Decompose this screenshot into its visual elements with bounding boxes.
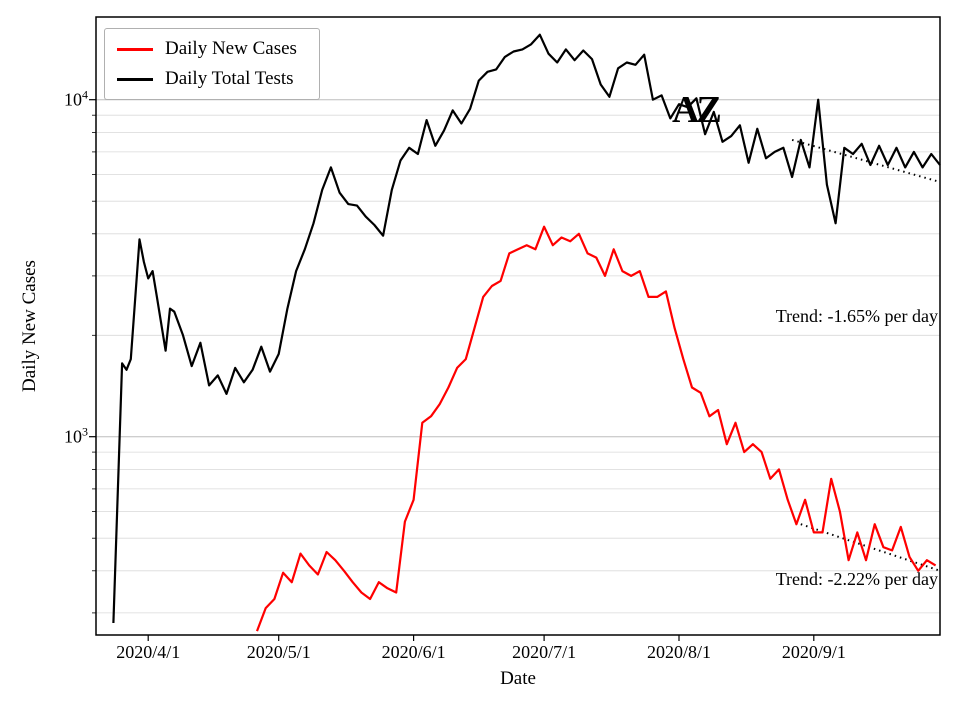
series-line-daily-new-cases [255, 225, 937, 632]
legend: Daily New Cases Daily Total Tests [104, 28, 320, 100]
tests-trend-annotation: Trend: -1.65% per day [775, 306, 938, 326]
series-line-daily-total-tests [112, 33, 941, 624]
y-tick-label: 103 [64, 424, 88, 447]
legend-entry-daily-total-tests: Daily Total Tests [117, 68, 297, 90]
x-axis-title: Date [500, 668, 536, 689]
x-tick-label: 2020/4/1 [116, 642, 181, 662]
red-line-sample-icon [117, 47, 153, 51]
trend-line-1 [800, 523, 941, 572]
cases-trend-annotation: Trend: -2.22% per day [775, 569, 938, 589]
x-tick-label: 2020/9/1 [781, 642, 846, 662]
y-tick-label: 104 [64, 87, 88, 110]
legend-label-daily-total-tests: Daily Total Tests [165, 68, 294, 89]
x-tick-label: 2020/6/1 [381, 642, 446, 662]
legend-label-daily-new-cases: Daily New Cases [165, 38, 297, 59]
y-axis-title: Daily New Cases [19, 260, 40, 392]
x-tick-label: 2020/7/1 [512, 642, 577, 662]
x-tick-label: 2020/8/1 [646, 642, 711, 662]
x-tick-label: 2020/5/1 [246, 642, 311, 662]
black-line-sample-icon [117, 77, 153, 81]
axes-frame [95, 16, 941, 636]
az-watermark-text: AZ [672, 89, 722, 131]
legend-entry-daily-new-cases: Daily New Cases [117, 38, 297, 60]
